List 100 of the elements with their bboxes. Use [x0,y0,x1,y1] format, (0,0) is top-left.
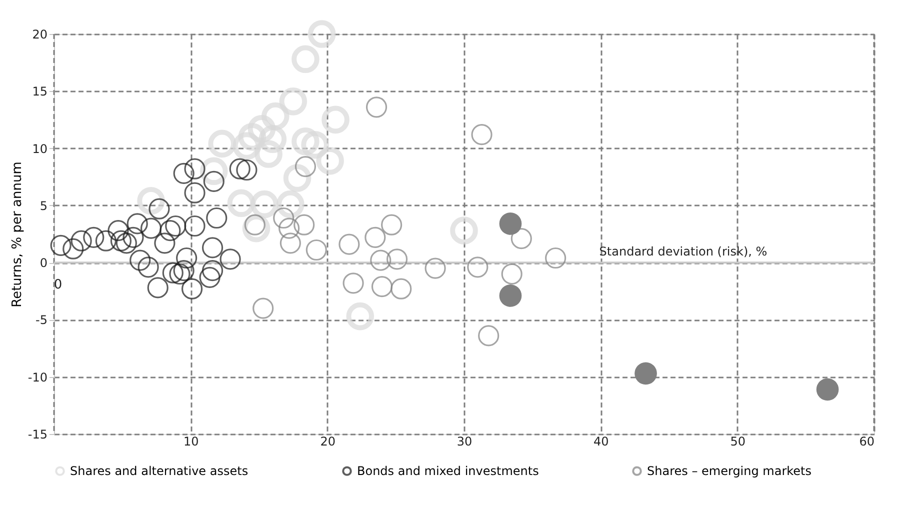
point [108,220,129,242]
point [199,266,220,288]
point [322,106,350,134]
point [381,214,402,236]
x-tick-label: 40 [594,434,609,448]
point [165,215,186,237]
y-axis-title: Returns, % per annum [10,162,25,308]
point [110,230,132,252]
point [232,132,261,160]
point [366,96,388,118]
point [173,260,194,282]
point [126,213,148,234]
point [499,212,522,235]
x-tick-label: 60 [859,434,874,448]
point [206,207,228,229]
point [283,164,312,192]
y-tick-label: -15 [28,428,48,442]
point [162,262,184,284]
point [306,239,327,261]
point [154,232,176,254]
point [258,125,287,154]
point [390,278,412,300]
point [294,214,315,236]
point [499,284,522,307]
x-tick-label: 10 [184,434,199,448]
point [292,128,320,156]
point [276,190,304,218]
point [122,226,144,248]
point [50,234,72,256]
y-tick-label: -10 [28,370,48,384]
point [301,130,329,159]
point [169,263,190,285]
point [173,162,194,184]
point [308,20,336,48]
point [273,207,294,229]
x-tick-label: 30 [456,434,472,448]
point [280,232,301,254]
point [501,263,522,285]
point [184,215,206,237]
legend-label: Shares – emerging markets [647,464,812,478]
legend-label: Shares and alternative assets [70,464,248,478]
point [220,248,241,270]
point [816,378,839,401]
x-tick-label: 20 [320,434,336,448]
point [229,158,250,180]
y-tick-label: 20 [32,28,48,42]
point [254,140,282,168]
point [176,247,198,269]
point [238,122,266,151]
point [292,45,320,74]
point [338,234,360,255]
point [184,182,206,204]
point [184,158,206,180]
point [386,248,408,270]
point [471,124,492,146]
point [130,250,151,271]
x-tick-label: 50 [730,434,746,448]
point [95,230,116,252]
point [342,272,364,294]
annotation: 0 [54,278,62,293]
y-tick-label: 0 [40,256,48,270]
point [138,256,159,278]
point [467,256,488,278]
point [181,278,203,300]
point [450,216,478,244]
point [140,218,162,239]
point [316,146,344,175]
point [236,159,258,181]
y-tick-label: 5 [40,198,48,213]
point [83,226,104,248]
point [202,260,224,282]
point [279,88,308,116]
point [545,247,566,269]
point [370,250,392,271]
point [346,302,374,330]
point [227,189,256,218]
point [262,102,290,130]
point [478,325,500,346]
point [137,186,165,215]
point [208,130,236,158]
x-axis-title: Standard deviation (risk), % [599,244,768,259]
point [70,230,92,252]
y-tick-label: 15 [32,84,48,99]
point [147,277,168,298]
point [424,258,446,279]
point [202,237,224,258]
point [250,190,278,218]
point [371,276,393,298]
point [634,362,657,385]
point [294,156,316,178]
y-tick-label: 10 [32,142,48,156]
point [278,218,300,239]
point [364,226,386,248]
y-tick-label: -5 [36,313,48,328]
point [116,232,137,254]
point [510,228,532,250]
point [160,220,181,242]
legend-label: Bonds and mixed investments [357,464,539,478]
point [252,298,274,319]
point [62,238,84,260]
